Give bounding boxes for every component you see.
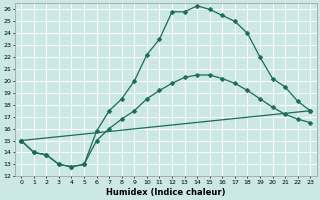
X-axis label: Humidex (Indice chaleur): Humidex (Indice chaleur) xyxy=(106,188,226,197)
